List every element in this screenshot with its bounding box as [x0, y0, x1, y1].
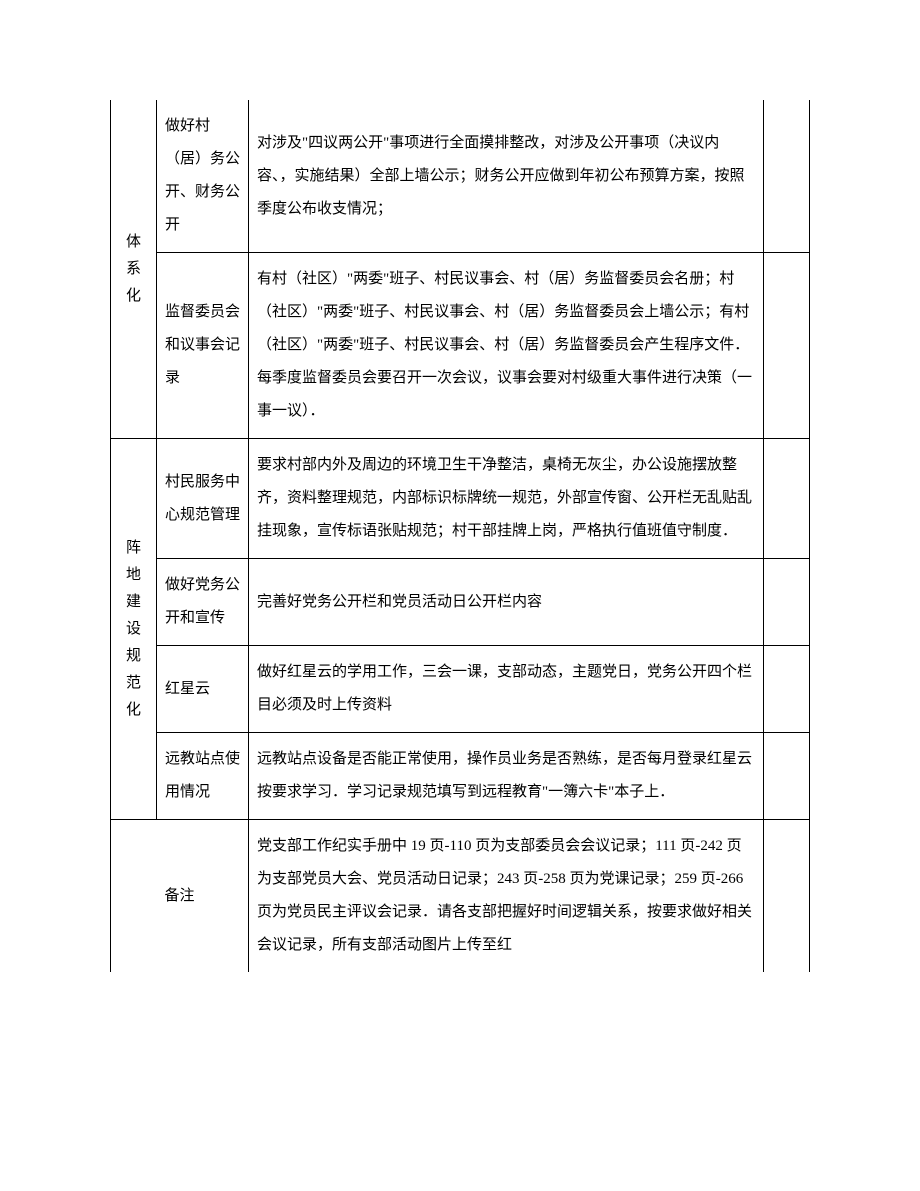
category-label: 阵地建设规范化 [119, 535, 148, 724]
table-row: 远教站点使用情况 远教站点设备是否能正常使用，操作员业务是否熟练，是否每月登录红… [111, 733, 810, 820]
category-cell: 阵地建设规范化 [111, 439, 157, 820]
category-label: 体系化 [119, 229, 148, 310]
item-cell: 做好村（居）务公开、财务公开 [157, 100, 249, 253]
desc-cell: 对涉及"四议两公开"事项进行全面摸排整改，对涉及公开事项（决议内容、，实施结果）… [249, 100, 764, 253]
item-cell: 村民服务中心规范管理 [157, 439, 249, 559]
item-cell: 做好党务公开和宣传 [157, 559, 249, 646]
desc-cell: 远教站点设备是否能正常使用，操作员业务是否熟练，是否每月登录红星云按要求学习．学… [249, 733, 764, 820]
desc-cell: 党支部工作纪实手册中 19 页-110 页为支部委员会会议记录；111 页-24… [249, 820, 764, 973]
desc-cell: 有村（社区）"两委"班子、村民议事会、村（居）务监督委员会名册；村（社区）"两委… [249, 253, 764, 439]
item-cell: 远教站点使用情况 [157, 733, 249, 820]
desc-cell: 要求村部内外及周边的环境卫生干净整洁，桌椅无灰尘，办公设施摆放整齐，资料整理规范… [249, 439, 764, 559]
empty-cell [764, 559, 810, 646]
item-cell: 红星云 [157, 646, 249, 733]
empty-cell [764, 439, 810, 559]
category-cell: 备注 [111, 820, 249, 973]
empty-cell [764, 646, 810, 733]
desc-cell: 完善好党务公开栏和党员活动日公开栏内容 [249, 559, 764, 646]
document-table: 体系化 做好村（居）务公开、财务公开 对涉及"四议两公开"事项进行全面摸排整改，… [110, 100, 810, 972]
table-row: 体系化 做好村（居）务公开、财务公开 对涉及"四议两公开"事项进行全面摸排整改，… [111, 100, 810, 253]
category-cell: 体系化 [111, 100, 157, 439]
empty-cell [764, 820, 810, 973]
empty-cell [764, 733, 810, 820]
table-row: 备注 党支部工作纪实手册中 19 页-110 页为支部委员会会议记录；111 页… [111, 820, 810, 973]
item-cell: 监督委员会和议事会记录 [157, 253, 249, 439]
table-row: 做好党务公开和宣传 完善好党务公开栏和党员活动日公开栏内容 [111, 559, 810, 646]
table-row: 阵地建设规范化 村民服务中心规范管理 要求村部内外及周边的环境卫生干净整洁，桌椅… [111, 439, 810, 559]
empty-cell [764, 253, 810, 439]
empty-cell [764, 100, 810, 253]
table-row: 监督委员会和议事会记录 有村（社区）"两委"班子、村民议事会、村（居）务监督委员… [111, 253, 810, 439]
desc-cell: 做好红星云的学用工作，三会一课，支部动态，主题党日，党务公开四个栏目必须及时上传… [249, 646, 764, 733]
table-row: 红星云 做好红星云的学用工作，三会一课，支部动态，主题党日，党务公开四个栏目必须… [111, 646, 810, 733]
